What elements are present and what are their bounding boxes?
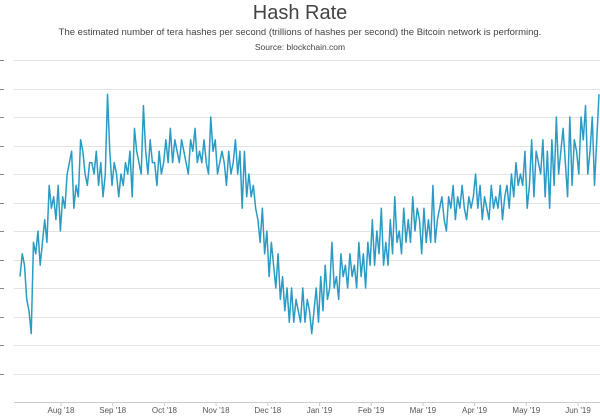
chart-title: Hash Rate — [252, 2, 348, 24]
y-axis-tick-marks — [0, 60, 4, 375]
x-tick-label-8: Apr '19 — [462, 406, 488, 415]
x-tick-label-10: Jun '19 — [565, 406, 591, 415]
x-tick-label-2: Oct '18 — [152, 406, 178, 415]
x-tick-label-9: May '19 — [512, 406, 540, 415]
grid-lines — [14, 60, 600, 375]
chart-subtitle: The estimated number of tera hashes per … — [58, 27, 542, 38]
chart-source: Source: blockchain.com — [254, 42, 346, 52]
series-line — [19, 93, 600, 335]
x-tick-label-7: Mar '19 — [410, 406, 437, 415]
x-tick-label-1: Sep '18 — [99, 406, 126, 415]
x-tick-label-3: Nov '18 — [203, 406, 230, 415]
x-tick-label-4: Dec '18 — [254, 406, 281, 415]
x-tick-label-0: Aug '18 — [48, 406, 75, 415]
x-tick-label-5: Jan '19 — [307, 406, 333, 415]
x-axis: Aug '18 Sep '18 Oct '18 Nov '18 Dec '18 Jan '… — [14, 402, 600, 415]
hash-rate-line — [19, 93, 600, 335]
x-tick-label-6: Feb '19 — [358, 406, 385, 415]
